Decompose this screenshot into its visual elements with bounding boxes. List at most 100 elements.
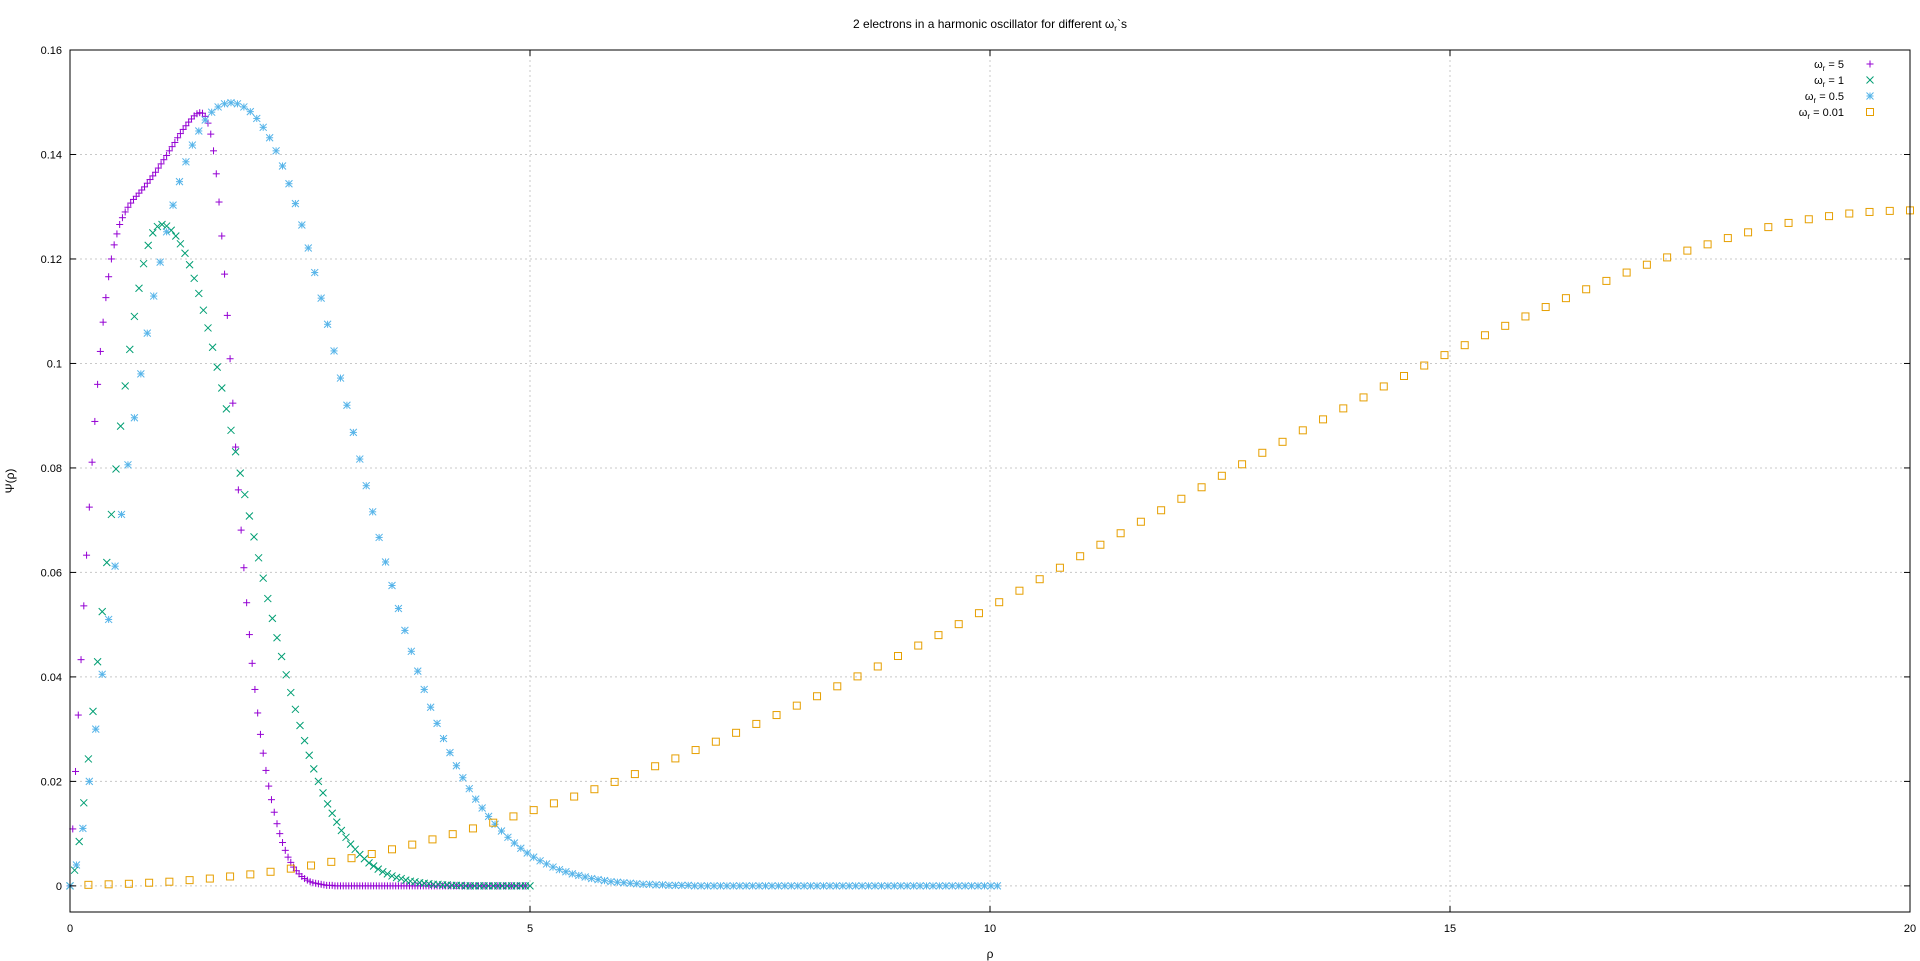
data-point bbox=[272, 146, 280, 155]
legend-marker bbox=[1866, 108, 1874, 116]
data-point bbox=[723, 882, 731, 890]
data-point bbox=[1582, 285, 1591, 294]
data-point bbox=[574, 871, 583, 880]
data-point bbox=[121, 208, 129, 216]
data-point bbox=[368, 507, 377, 516]
data-point bbox=[439, 734, 448, 743]
data-point bbox=[774, 882, 783, 890]
data-point bbox=[510, 839, 519, 847]
data-point bbox=[401, 626, 409, 635]
data-point bbox=[160, 156, 168, 164]
data-point bbox=[465, 784, 474, 793]
data-point bbox=[246, 107, 255, 116]
data-layer bbox=[66, 98, 1914, 890]
data-point bbox=[107, 510, 116, 519]
data-point bbox=[91, 417, 99, 425]
data-point bbox=[121, 382, 130, 390]
data-point bbox=[813, 692, 822, 701]
data-point bbox=[894, 652, 902, 661]
y-tick-label: 0.04 bbox=[41, 672, 62, 684]
data-point bbox=[832, 882, 841, 890]
data-point bbox=[806, 882, 815, 890]
data-point bbox=[987, 882, 995, 890]
y-tick-label: 0.12 bbox=[41, 254, 62, 266]
data-point bbox=[234, 486, 242, 494]
data-point bbox=[452, 761, 461, 770]
data-point bbox=[154, 164, 162, 172]
data-point bbox=[265, 133, 274, 142]
data-point bbox=[394, 604, 403, 613]
data-point bbox=[72, 767, 80, 775]
data-point bbox=[388, 872, 396, 880]
data-point bbox=[752, 719, 761, 728]
x-tick-label: 5 bbox=[527, 923, 533, 935]
data-point bbox=[165, 877, 174, 886]
data-point bbox=[248, 659, 256, 667]
data-point bbox=[993, 882, 1002, 890]
data-point bbox=[935, 882, 944, 890]
data-point bbox=[267, 796, 275, 804]
data-point bbox=[179, 125, 187, 133]
data-point bbox=[1076, 552, 1085, 561]
data-point bbox=[208, 343, 217, 352]
data-point bbox=[587, 874, 596, 883]
data-point bbox=[1460, 341, 1469, 350]
data-point bbox=[428, 835, 437, 844]
data-point bbox=[337, 826, 346, 835]
data-point bbox=[711, 737, 720, 746]
data-point bbox=[397, 874, 406, 883]
data-point bbox=[1642, 260, 1651, 269]
data-point bbox=[1663, 253, 1672, 262]
data-point bbox=[504, 833, 512, 842]
data-point bbox=[478, 804, 487, 812]
data-point bbox=[227, 426, 235, 435]
y-tick-label: 0.14 bbox=[41, 149, 62, 161]
data-point bbox=[833, 682, 842, 691]
data-point bbox=[240, 103, 248, 111]
legend-marker bbox=[1866, 76, 1874, 84]
data-point bbox=[1703, 240, 1712, 249]
data-point bbox=[309, 765, 318, 773]
data-point bbox=[163, 152, 171, 160]
data-point bbox=[1541, 303, 1550, 312]
data-point bbox=[1622, 268, 1631, 277]
data-point bbox=[201, 116, 210, 124]
data-point bbox=[304, 244, 313, 252]
data-point bbox=[1379, 382, 1388, 391]
data-point bbox=[232, 443, 240, 451]
data-point bbox=[1440, 351, 1449, 360]
data-point bbox=[85, 503, 93, 511]
data-point bbox=[1865, 207, 1874, 216]
data-point bbox=[72, 861, 81, 869]
data-point bbox=[1157, 506, 1166, 515]
data-point bbox=[276, 830, 284, 838]
data-point bbox=[217, 384, 226, 392]
data-point bbox=[877, 882, 886, 890]
data-point bbox=[1744, 228, 1753, 237]
data-point bbox=[864, 882, 873, 890]
y-tick-label: 0.06 bbox=[41, 567, 62, 579]
data-point bbox=[355, 455, 364, 463]
data-point bbox=[127, 199, 135, 207]
data-point bbox=[1764, 223, 1773, 232]
data-point bbox=[529, 806, 538, 815]
data-point bbox=[413, 667, 422, 676]
series-1 bbox=[66, 220, 534, 890]
data-point bbox=[526, 882, 534, 890]
data-point bbox=[549, 863, 557, 871]
data-point bbox=[858, 882, 866, 890]
data-point bbox=[884, 882, 892, 890]
data-point bbox=[130, 413, 139, 422]
data-point bbox=[91, 725, 100, 734]
data-point bbox=[116, 220, 124, 228]
data-point bbox=[111, 562, 119, 571]
data-point bbox=[420, 685, 429, 694]
data-point bbox=[961, 882, 970, 890]
data-point bbox=[259, 574, 268, 583]
data-point bbox=[118, 214, 126, 222]
data-point bbox=[229, 399, 237, 407]
legend-label: ωr = 0.5 bbox=[1805, 91, 1844, 105]
data-point bbox=[362, 481, 371, 490]
data-point bbox=[916, 882, 924, 890]
data-point bbox=[1298, 426, 1307, 435]
